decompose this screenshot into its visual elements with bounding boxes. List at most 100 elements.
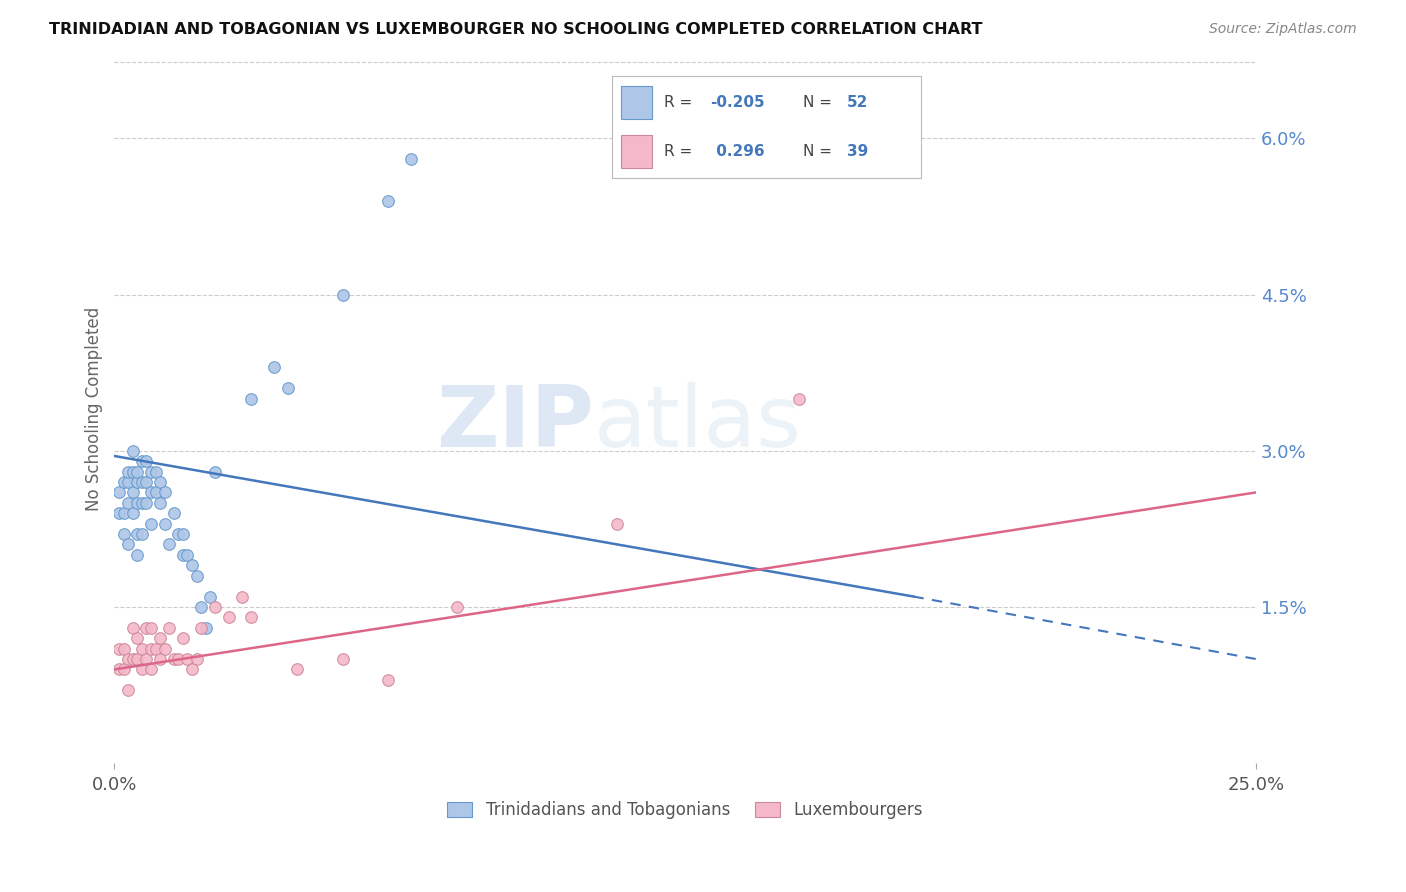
Point xyxy=(117,475,139,489)
Point xyxy=(121,443,143,458)
Point xyxy=(153,516,176,531)
Point xyxy=(139,485,162,500)
Text: R =: R = xyxy=(664,145,697,160)
Point xyxy=(127,496,149,510)
Point xyxy=(121,485,143,500)
Point xyxy=(135,496,157,510)
Point xyxy=(112,641,135,656)
Point xyxy=(117,465,139,479)
Point xyxy=(181,558,204,573)
Point xyxy=(131,454,153,468)
Text: 52: 52 xyxy=(846,95,868,110)
Point xyxy=(121,506,143,520)
Point xyxy=(149,496,172,510)
Point xyxy=(240,610,263,624)
Point xyxy=(186,568,208,582)
Point xyxy=(176,652,198,666)
Point xyxy=(112,662,135,676)
Point xyxy=(135,475,157,489)
Point xyxy=(787,392,810,406)
Point xyxy=(149,631,172,645)
Point xyxy=(163,652,186,666)
Point xyxy=(285,662,308,676)
FancyBboxPatch shape xyxy=(621,136,652,168)
Point xyxy=(194,621,217,635)
Point xyxy=(135,621,157,635)
Text: N =: N = xyxy=(803,145,837,160)
Point xyxy=(190,621,212,635)
Point xyxy=(218,610,240,624)
Point xyxy=(127,465,149,479)
Point xyxy=(172,527,194,541)
Point xyxy=(131,496,153,510)
Point xyxy=(139,465,162,479)
Point xyxy=(263,360,285,375)
Point xyxy=(131,527,153,541)
Text: N =: N = xyxy=(803,95,837,110)
Point xyxy=(117,683,139,698)
Legend: Trinidadians and Tobagonians, Luxembourgers: Trinidadians and Tobagonians, Luxembourg… xyxy=(440,794,929,826)
Point xyxy=(145,465,167,479)
Point xyxy=(277,381,299,395)
Point xyxy=(121,621,143,635)
Point xyxy=(181,662,204,676)
Text: atlas: atlas xyxy=(593,382,801,465)
Point xyxy=(153,641,176,656)
Point xyxy=(145,641,167,656)
Point xyxy=(131,662,153,676)
Point xyxy=(172,631,194,645)
Point xyxy=(117,496,139,510)
Point xyxy=(135,454,157,468)
Point xyxy=(446,599,468,614)
Point xyxy=(117,652,139,666)
Point xyxy=(112,506,135,520)
Point xyxy=(139,641,162,656)
Point xyxy=(121,465,143,479)
Point xyxy=(172,548,194,562)
Point xyxy=(204,465,226,479)
Point xyxy=(139,662,162,676)
Point xyxy=(606,516,628,531)
Text: 39: 39 xyxy=(846,145,868,160)
Text: R =: R = xyxy=(664,95,697,110)
Point xyxy=(108,506,131,520)
Point xyxy=(157,537,180,551)
FancyBboxPatch shape xyxy=(621,87,652,119)
Point xyxy=(377,194,399,208)
Point xyxy=(149,475,172,489)
Text: Source: ZipAtlas.com: Source: ZipAtlas.com xyxy=(1209,22,1357,37)
Point xyxy=(186,652,208,666)
Point xyxy=(135,652,157,666)
Point xyxy=(190,599,212,614)
Point xyxy=(127,631,149,645)
Point xyxy=(377,673,399,687)
Point xyxy=(131,475,153,489)
Point xyxy=(157,621,180,635)
Point xyxy=(127,548,149,562)
Text: ZIP: ZIP xyxy=(436,382,593,465)
Point xyxy=(145,485,167,500)
Point xyxy=(127,475,149,489)
Point xyxy=(127,652,149,666)
Point xyxy=(167,527,190,541)
Point xyxy=(176,548,198,562)
Point xyxy=(112,475,135,489)
Point xyxy=(204,599,226,614)
Point xyxy=(240,392,263,406)
Point xyxy=(131,641,153,656)
Point xyxy=(332,287,354,301)
Point xyxy=(399,153,422,167)
Point xyxy=(167,652,190,666)
Point xyxy=(108,662,131,676)
Text: -0.205: -0.205 xyxy=(710,95,765,110)
Point xyxy=(117,537,139,551)
Text: 0.296: 0.296 xyxy=(710,145,765,160)
Text: TRINIDADIAN AND TOBAGONIAN VS LUXEMBOURGER NO SCHOOLING COMPLETED CORRELATION CH: TRINIDADIAN AND TOBAGONIAN VS LUXEMBOURG… xyxy=(49,22,983,37)
Point xyxy=(139,516,162,531)
Point xyxy=(153,485,176,500)
Point xyxy=(108,641,131,656)
Y-axis label: No Schooling Completed: No Schooling Completed xyxy=(86,307,103,511)
Point xyxy=(332,652,354,666)
Point xyxy=(163,506,186,520)
Point xyxy=(200,590,222,604)
